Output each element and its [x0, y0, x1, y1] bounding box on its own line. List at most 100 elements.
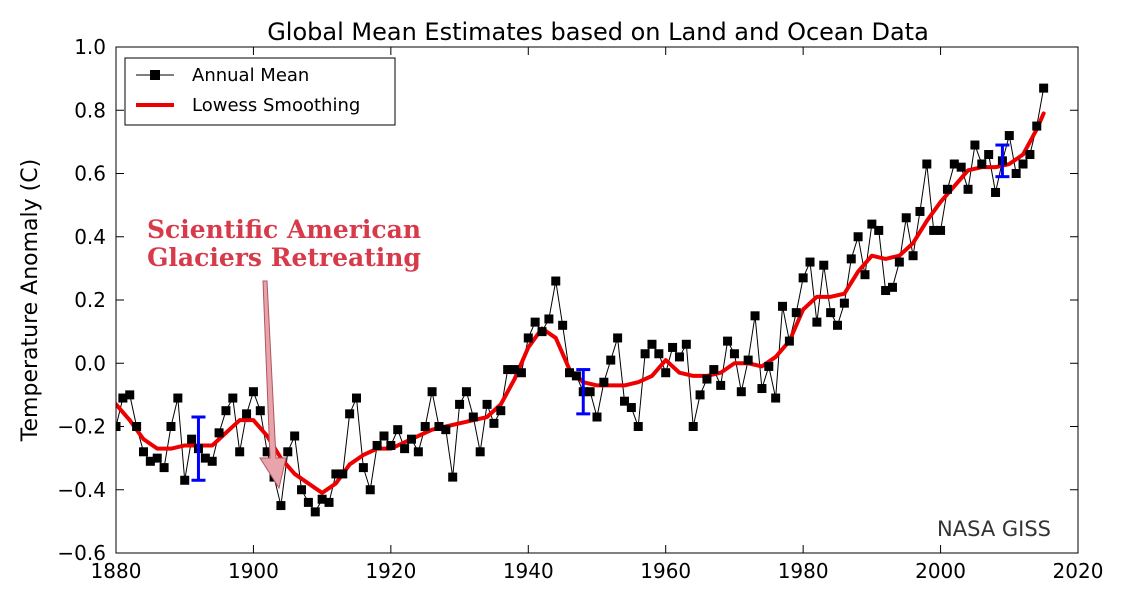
annual-mean-point [640, 349, 650, 359]
annual-mean-point [125, 390, 135, 400]
annual-mean-point [530, 317, 540, 327]
annual-mean-point [132, 422, 142, 431]
y-tick-label: 0.0 [74, 351, 106, 375]
x-tick-label: 1940 [503, 559, 554, 583]
annual-mean-point [784, 336, 794, 346]
annual-mean-point [771, 393, 781, 403]
annual-mean-point [118, 393, 128, 403]
annual-mean-point [242, 409, 252, 419]
uncertainty-error-bar [576, 368, 591, 416]
annual-mean-point [1039, 83, 1049, 93]
annual-mean-point [798, 273, 808, 283]
annual-mean-point [606, 355, 616, 365]
annual-mean-point [393, 425, 403, 435]
annual-mean-point [468, 412, 478, 422]
annual-mean-point [406, 434, 416, 444]
annual-mean-point [379, 431, 389, 441]
annual-mean-point [901, 213, 911, 223]
y-axis-label: Temperature Anomaly (C) [18, 159, 43, 442]
annual-mean-point [262, 447, 272, 457]
scientific-american-callout: Scientific American Glaciers Retreating [147, 215, 421, 490]
annual-mean-point [619, 396, 629, 406]
annual-mean-point [345, 409, 355, 419]
credit-label: NASA GISS [937, 517, 1051, 541]
annual-mean-point [352, 393, 361, 403]
annual-mean-point [448, 472, 458, 482]
annual-mean-point [496, 406, 506, 416]
annual-mean-point [1004, 131, 1014, 141]
annual-mean-point [1032, 121, 1042, 131]
annual-mean-point [297, 485, 307, 495]
annual-mean-point [908, 251, 918, 261]
annual-mean-point [455, 399, 465, 409]
annual-mean-point [386, 440, 396, 450]
annual-mean-point [152, 453, 162, 463]
annual-mean-point [221, 406, 231, 416]
y-tick-label: 0.4 [74, 225, 106, 249]
annual-mean-point [778, 301, 788, 311]
annual-mean-point [805, 257, 815, 267]
annual-mean-point [214, 428, 224, 438]
annual-mean-point [874, 225, 884, 235]
annual-mean-point [565, 368, 575, 378]
annual-mean-point [674, 352, 684, 362]
annual-mean-point [812, 317, 822, 327]
y-tick-label: −0.2 [57, 415, 106, 439]
uncertainty-error-bar [995, 143, 1010, 179]
plot-area [116, 83, 1049, 517]
annual-mean-point [729, 349, 739, 359]
x-tick-label: 2000 [915, 559, 966, 583]
annual-mean-point [922, 159, 932, 169]
annual-mean-point [743, 355, 753, 365]
annual-mean-point [991, 187, 1001, 197]
annual-mean-point [365, 485, 375, 495]
annual-mean-point [138, 447, 148, 457]
annual-mean-point [942, 184, 952, 194]
annual-mean-point [929, 225, 939, 235]
annual-mean-point [956, 162, 966, 172]
y-tick-label: −0.6 [57, 541, 106, 565]
annual-mean-point [461, 387, 471, 397]
annual-mean-point [187, 434, 197, 444]
annual-mean-point [523, 333, 533, 343]
lowess-smoothing-line [116, 111, 1046, 495]
annual-mean-point [853, 232, 863, 242]
callout-line-2: Glaciers Retreating [147, 243, 421, 272]
annual-mean-point [145, 456, 155, 466]
uncertainty-error-bar [191, 415, 206, 482]
annual-mean-point [372, 440, 382, 450]
annual-mean-point [255, 406, 265, 416]
annual-mean-point [681, 339, 691, 349]
annual-mean-point [420, 422, 430, 431]
annual-mean-point [441, 425, 451, 435]
annual-mean-point [915, 206, 925, 216]
annual-mean-point [613, 333, 623, 343]
annual-mean-point [166, 422, 176, 431]
callout-arrow-icon [259, 280, 287, 490]
x-tick-label: 1920 [365, 559, 416, 583]
annual-mean-point [310, 507, 320, 517]
annual-mean-point [1025, 150, 1035, 160]
annual-mean-point [757, 384, 767, 394]
annual-mean-point [709, 365, 719, 375]
annual-mean-point [303, 497, 313, 507]
annual-mean-point [571, 371, 581, 381]
annual-mean-point [668, 342, 678, 352]
y-tick-label: 1.0 [74, 35, 106, 59]
annual-mean-point [633, 422, 643, 431]
x-tick-label: 2020 [1053, 559, 1104, 583]
legend-annual-mean-marker [150, 70, 160, 80]
annual-mean-point [1018, 159, 1028, 169]
annual-mean-point [482, 399, 492, 409]
annual-mean-point [173, 393, 183, 403]
annual-mean-point [537, 327, 547, 337]
annual-mean-point [1011, 169, 1021, 178]
annual-mean-point [558, 320, 568, 330]
annual-mean-point [228, 393, 238, 403]
annual-mean-point [544, 314, 554, 324]
annual-mean-point [207, 456, 217, 466]
x-tick-label: 1960 [640, 559, 691, 583]
annual-mean-point [963, 184, 973, 194]
annual-mean-point [654, 349, 664, 359]
